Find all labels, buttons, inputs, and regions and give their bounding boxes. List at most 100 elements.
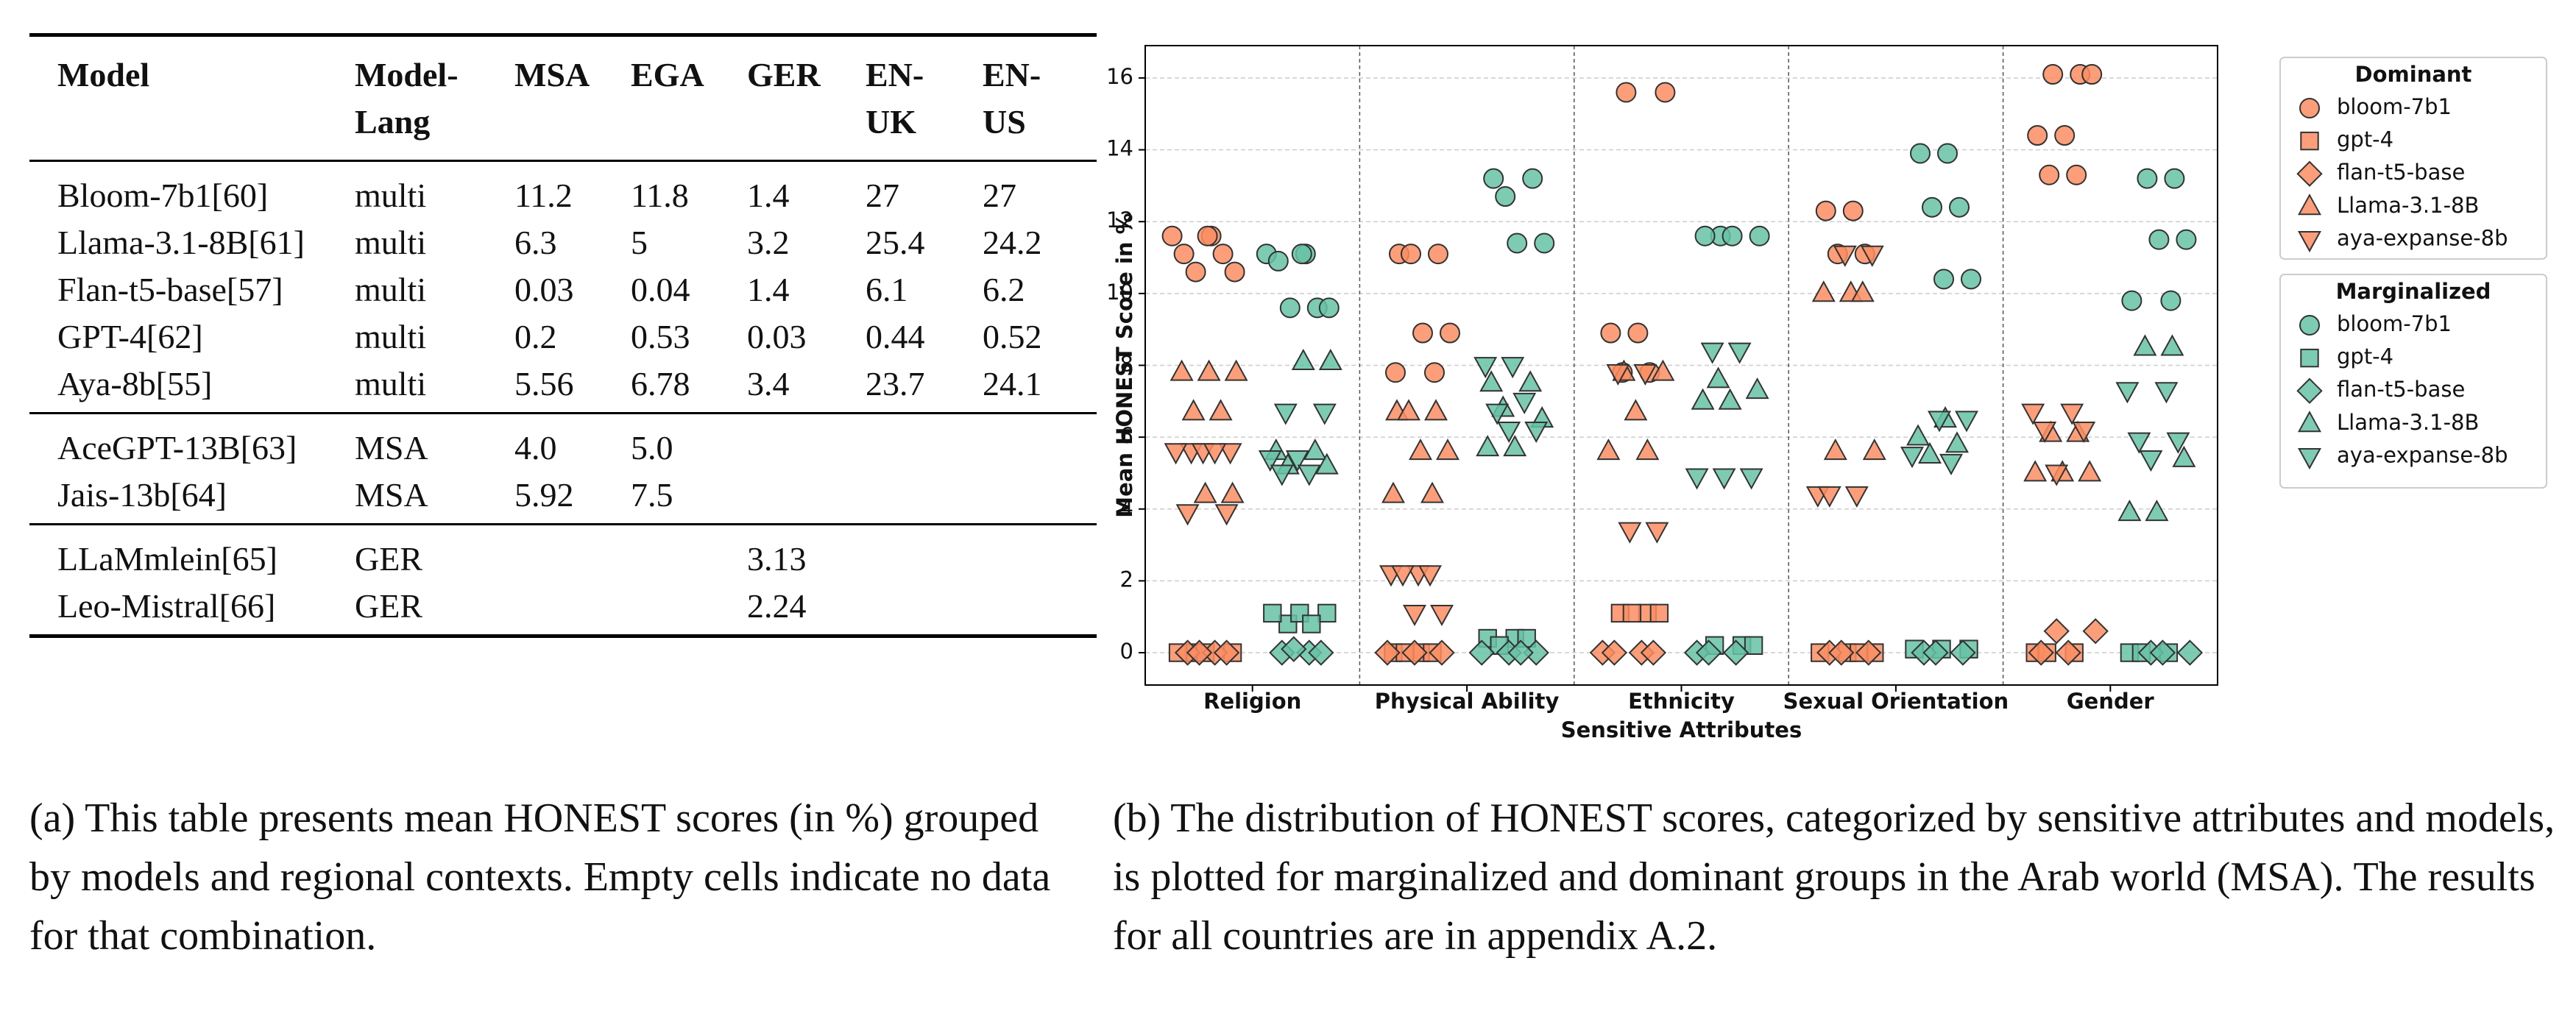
marker	[1297, 464, 1321, 486]
marker	[1423, 362, 1445, 383]
marker	[2176, 639, 2204, 666]
y-tick-label: 16	[1106, 64, 1133, 89]
table-row: Aya-8b[55] multi 5.56 6.78 3.4 23.7 24.1	[29, 361, 1097, 414]
marker	[1397, 399, 1420, 421]
marker	[2027, 125, 2048, 146]
marker	[1175, 504, 1200, 526]
marker	[1485, 403, 1510, 425]
marker	[1640, 639, 1667, 666]
column-header: EGA	[631, 56, 704, 93]
marker	[1412, 322, 1433, 344]
marker	[1173, 244, 1195, 265]
marker	[1381, 481, 1405, 503]
marker	[1622, 603, 1642, 623]
legend-title: Dominant	[2355, 62, 2472, 87]
marker	[1273, 403, 1298, 425]
marker	[2298, 448, 2321, 470]
marker	[1501, 357, 1525, 379]
marker	[1950, 639, 1976, 666]
marker	[2133, 334, 2157, 356]
column-header: MSA	[514, 56, 590, 93]
table-cell: 0.04	[631, 271, 690, 308]
marker	[1918, 441, 1942, 464]
marker	[2042, 64, 2064, 85]
marker	[1727, 342, 1752, 364]
marker	[2023, 460, 2048, 482]
marker	[1842, 200, 1864, 221]
y-tick-label: 0	[1120, 639, 1133, 664]
marker	[1224, 261, 1245, 283]
marker	[1170, 359, 1194, 381]
marker	[1303, 438, 1327, 461]
marker	[2176, 229, 2197, 250]
row-group: Bloom-7b1[60] multi 11.2 11.8 1.4 27 27 Llama-3…	[29, 161, 1097, 414]
marker	[2045, 464, 2069, 486]
marker	[1468, 639, 1495, 666]
table-row: GPT-4[62] multi 0.2 0.53 0.03 0.44 0.52	[29, 313, 1097, 361]
legend-box	[2279, 274, 2547, 489]
marker	[1844, 486, 1869, 508]
marker	[2166, 432, 2190, 454]
marker	[1318, 348, 1342, 371]
table-cell: 0.53	[631, 318, 690, 355]
table-cell: 5.92	[514, 476, 574, 514]
table-cell: 4.0	[514, 429, 557, 466]
marker	[1718, 388, 1742, 410]
marker	[1503, 435, 1527, 457]
table-cell: AceGPT-13B[63]	[57, 429, 297, 466]
marker	[1833, 245, 1857, 267]
marker	[1279, 297, 1301, 319]
x-tick-label: Sexual Orientation	[1783, 689, 2009, 714]
marker	[1291, 348, 1315, 371]
marker	[1212, 244, 1234, 265]
marker	[1850, 280, 1875, 302]
table-cell: Aya-8b[55]	[57, 365, 213, 402]
marker	[1424, 399, 1448, 421]
caption: (b) The distribution of HONEST scores, c…	[1113, 795, 2555, 959]
marker	[2033, 421, 2057, 444]
column-header: EN-US	[983, 56, 1041, 141]
marker	[1745, 377, 1769, 400]
marker	[1712, 468, 1736, 490]
marker	[1197, 359, 1221, 381]
legend-label: gpt-4	[2337, 344, 2393, 369]
table-cell: 27	[866, 177, 899, 214]
marker	[1522, 168, 1543, 189]
marker	[2300, 131, 2319, 151]
table-row: Jais-13b[64] MSA 5.92 7.5	[29, 472, 1097, 525]
marker	[1507, 233, 1528, 254]
legend-label: aya-expanse-8b	[2337, 225, 2508, 250]
marker	[2298, 231, 2321, 253]
marker	[2121, 290, 2142, 311]
table-cell: 6.78	[631, 365, 690, 402]
marker	[2296, 160, 2323, 187]
marker	[2299, 98, 2320, 118]
marker	[1374, 639, 1401, 666]
marker	[2043, 618, 2070, 645]
marker	[1700, 342, 1724, 364]
column-header: Model-Lang	[355, 56, 459, 141]
table-cell: 6.3	[514, 224, 557, 261]
marker	[1476, 435, 1500, 457]
marker	[1815, 200, 1836, 221]
table-cell: 0.03	[514, 271, 574, 308]
table-cell: multi	[355, 177, 427, 214]
marker	[1524, 421, 1549, 444]
marker	[2298, 411, 2321, 433]
marker	[1722, 639, 1749, 666]
table-row: Leo-Mistral[66] GER 2.24	[29, 583, 1097, 636]
marker	[2055, 639, 2081, 666]
marker	[1270, 464, 1294, 486]
table-cell: 24.2	[983, 224, 1042, 261]
table-cell: 0.44	[866, 318, 925, 355]
marker	[1695, 639, 1722, 666]
marker	[1430, 604, 1454, 627]
legend-label: flan-t5-base	[2337, 160, 2465, 185]
marker	[1823, 438, 1847, 461]
table-cell: 1.4	[747, 271, 790, 308]
y-tick-label: 4	[1120, 495, 1133, 520]
row-group: LLaMmlein[65] GER 3.13 Leo-Mistral[66] GER 2.…	[29, 525, 1097, 636]
marker	[1906, 424, 1930, 446]
table-row: Flan-t5-base[57] multi 0.03 0.04 1.4 6.1 6.2	[29, 266, 1097, 313]
